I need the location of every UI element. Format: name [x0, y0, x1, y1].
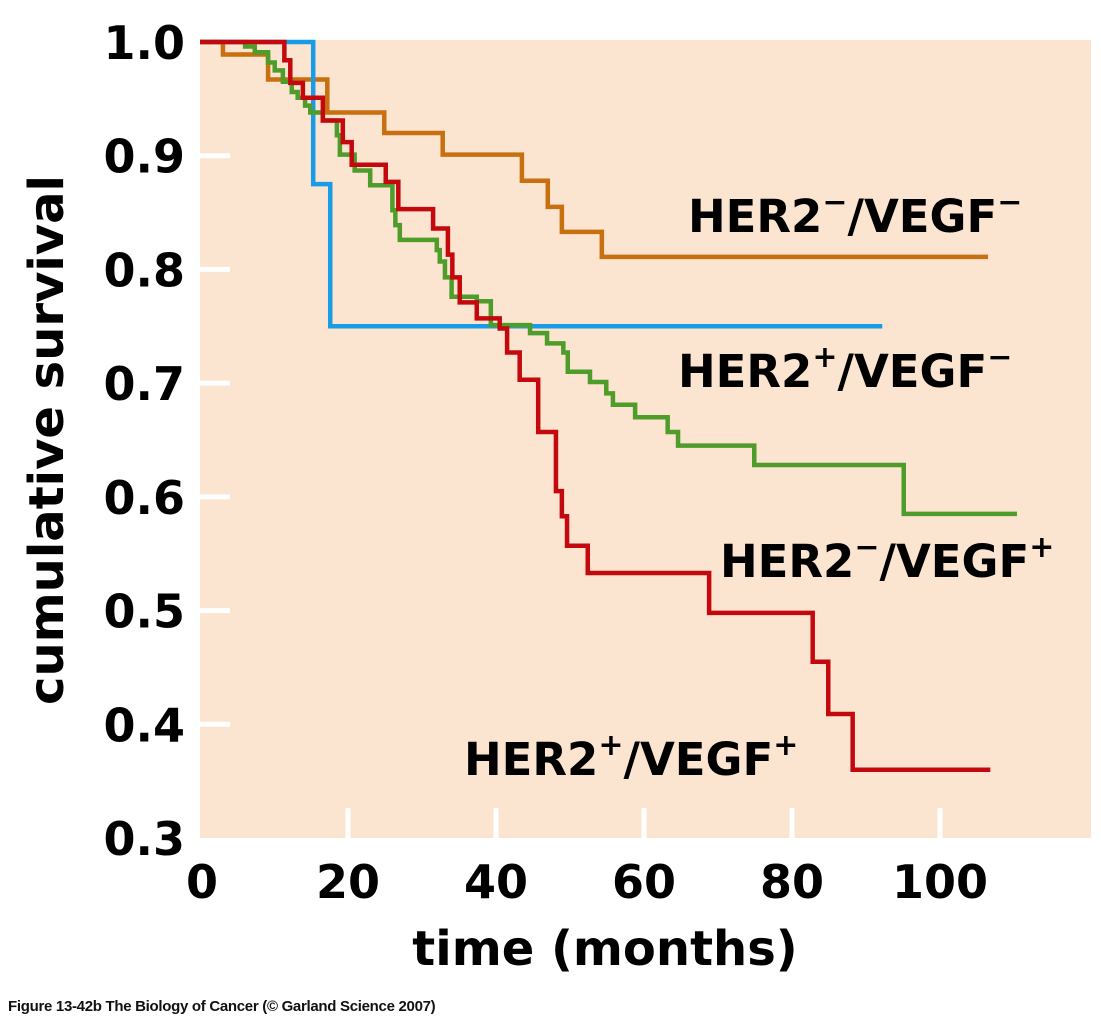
series-lines: [200, 39, 1017, 773]
series-label-her2pos-vegfneg: HER2+/VEGF−: [678, 340, 1012, 398]
x-tick-label: 60: [612, 855, 676, 909]
figure-caption: Figure 13-42b The Biology of Cancer (© G…: [8, 998, 436, 1015]
x-tick-label: 0: [186, 855, 218, 909]
x-tick-label: 40: [464, 855, 528, 909]
y-tick-label: 0.3: [104, 812, 186, 866]
x-tick-label: 80: [760, 855, 824, 909]
y-axis-title: cumulative survival: [19, 175, 75, 705]
y-tick-label: 1.0: [104, 16, 186, 70]
x-tick-label: 20: [316, 855, 380, 909]
y-tick-label: 0.6: [104, 471, 186, 525]
y-tick-label: 0.7: [104, 357, 186, 411]
tick-marks: [200, 153, 943, 838]
survival-curve-her2-vegf-: [200, 39, 1017, 517]
x-tick-labels: 0 20 40 60 80 100: [186, 855, 988, 909]
series-label-her2pos-vegfpos: HER2+/VEGF+: [464, 728, 798, 786]
y-tick-label: 0.8: [104, 243, 186, 297]
survival-curve-her2-vegf-: [200, 39, 883, 329]
y-tick-label: 0.9: [104, 130, 186, 184]
y-tick-label: 0.4: [104, 698, 186, 752]
survival-curve-her2-vegf-: [200, 39, 991, 773]
series-label-her2neg-vegfpos: HER2−/VEGF+: [720, 530, 1054, 588]
y-tick-label: 0.5: [104, 585, 186, 639]
y-tick-labels: 1.0 0.9 0.8 0.7 0.6 0.5 0.4 0.3: [104, 16, 186, 866]
plot-background: [200, 40, 1091, 838]
survival-chart: 1.0 0.9 0.8 0.7 0.6 0.5 0.4 0.3 0 20 40 60 80 100 cu…: [19, 16, 1091, 977]
x-tick-label: 100: [892, 855, 988, 909]
series-label-her2neg-vegfneg: HER2−/VEGF−: [688, 185, 1022, 243]
x-axis-title: time (months): [412, 921, 797, 977]
